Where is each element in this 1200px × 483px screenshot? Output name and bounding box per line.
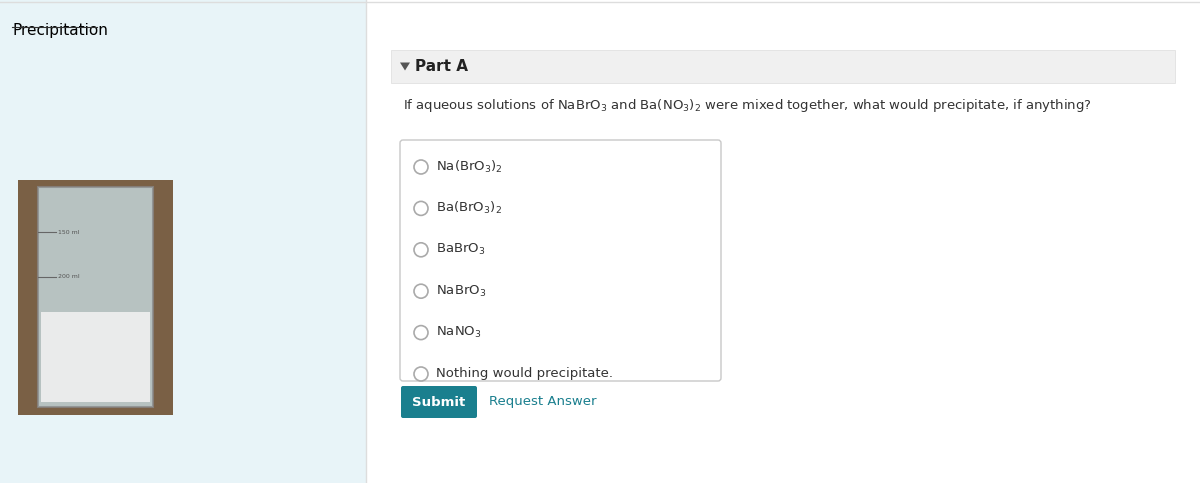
- Text: Part A: Part A: [415, 59, 468, 74]
- Text: BaBrO$_3$: BaBrO$_3$: [436, 242, 486, 257]
- Circle shape: [414, 201, 428, 215]
- Circle shape: [414, 367, 428, 381]
- FancyBboxPatch shape: [366, 0, 1200, 483]
- Circle shape: [414, 284, 428, 298]
- Circle shape: [414, 243, 428, 257]
- Polygon shape: [400, 62, 410, 71]
- Text: 200 ml: 200 ml: [58, 274, 79, 280]
- Text: If aqueous solutions of NaBrO$_3$ and Ba(NO$_3$)$_2$ were mixed together, what w: If aqueous solutions of NaBrO$_3$ and Ba…: [403, 97, 1092, 114]
- FancyBboxPatch shape: [38, 187, 154, 407]
- FancyBboxPatch shape: [401, 386, 478, 418]
- FancyBboxPatch shape: [41, 312, 150, 402]
- FancyBboxPatch shape: [0, 0, 366, 483]
- Text: Submit: Submit: [413, 396, 466, 409]
- Text: Ba(BrO$_3$)$_2$: Ba(BrO$_3$)$_2$: [436, 200, 502, 216]
- Text: NaNO$_3$: NaNO$_3$: [436, 325, 481, 340]
- Text: NaBrO$_3$: NaBrO$_3$: [436, 284, 486, 299]
- Text: Request Answer: Request Answer: [490, 396, 596, 409]
- Text: Nothing would precipitate.: Nothing would precipitate.: [436, 368, 613, 381]
- Circle shape: [414, 326, 428, 340]
- FancyBboxPatch shape: [400, 140, 721, 381]
- Circle shape: [414, 160, 428, 174]
- FancyBboxPatch shape: [391, 50, 1175, 83]
- FancyBboxPatch shape: [18, 180, 173, 415]
- Text: Na(BrO$_3$)$_2$: Na(BrO$_3$)$_2$: [436, 159, 503, 175]
- Text: Precipitation: Precipitation: [12, 23, 108, 38]
- Text: 150 ml: 150 ml: [58, 229, 79, 235]
